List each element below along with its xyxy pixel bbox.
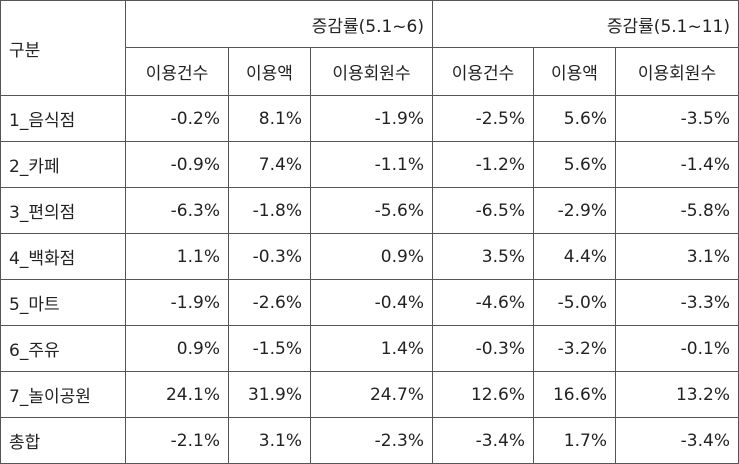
cell: 12.6%	[432, 371, 534, 418]
cell: -2.5%	[432, 95, 534, 142]
cell: -5.0%	[533, 279, 616, 326]
cell: -3.4%	[432, 417, 534, 464]
cell: 31.9%	[228, 371, 311, 418]
cell: -6.3%	[125, 187, 229, 234]
data-row: 2_카페 -0.9% 7.4% -1.1% -1.2% 5.6% -1.4%	[0, 141, 739, 188]
cell: -2.9%	[533, 187, 616, 234]
data-row: 4_백화점 1.1% -0.3% 0.9% 3.5% 4.4% 3.1%	[0, 233, 739, 280]
cell: 24.7%	[310, 371, 433, 418]
cell: -0.2%	[125, 95, 229, 142]
cell: -1.4%	[615, 141, 739, 188]
cell: 13.2%	[615, 371, 739, 418]
cell: -5.8%	[615, 187, 739, 234]
column-header: 이용건수	[125, 47, 229, 96]
column-header: 이용액	[533, 47, 616, 96]
column-header: 이용회원수	[615, 47, 739, 96]
column-header: 이용액	[228, 47, 311, 96]
cell: -5.6%	[310, 187, 433, 234]
group-header: 증감률(5.1~11)	[432, 0, 739, 48]
cell: -0.9%	[125, 141, 229, 188]
cell: 8.1%	[228, 95, 311, 142]
cell: -1.9%	[310, 95, 433, 142]
cell: 5.6%	[533, 141, 616, 188]
cell: -4.6%	[432, 279, 534, 326]
data-row: 1_음식점 -0.2% 8.1% -1.9% -2.5% 5.6% -3.5%	[0, 95, 739, 142]
cell: 1.1%	[125, 233, 229, 280]
data-row: 3_편의점 -6.3% -1.8% -5.6% -6.5% -2.9% -5.8%	[0, 187, 739, 234]
cell: 24.1%	[125, 371, 229, 418]
row-label: 5_마트	[0, 279, 126, 326]
cell: -0.3%	[432, 325, 534, 372]
data-row: 7_놀이공원 24.1% 31.9% 24.7% 12.6% 16.6% 13.2%	[0, 371, 739, 418]
cell: -6.5%	[432, 187, 534, 234]
cell: -2.3%	[310, 417, 433, 464]
cell: -1.9%	[125, 279, 229, 326]
row-label: 총합	[0, 417, 126, 464]
cell: -0.4%	[310, 279, 433, 326]
row-label: 1_음식점	[0, 95, 126, 142]
cell: -1.1%	[310, 141, 433, 188]
cell: 3.1%	[228, 417, 311, 464]
column-header: 이용회원수	[310, 47, 433, 96]
cell: -3.2%	[533, 325, 616, 372]
row-label: 4_백화점	[0, 233, 126, 280]
cell: 0.9%	[310, 233, 433, 280]
cell: -0.1%	[615, 325, 739, 372]
cell: 3.5%	[432, 233, 534, 280]
column-header: 이용건수	[432, 47, 534, 96]
row-label: 6_주유	[0, 325, 126, 372]
cell: 0.9%	[125, 325, 229, 372]
cell: -3.5%	[615, 95, 739, 142]
data-row: 6_주유 0.9% -1.5% 1.4% -0.3% -3.2% -0.1%	[0, 325, 739, 372]
cell: 3.1%	[615, 233, 739, 280]
row-label: 7_놀이공원	[0, 371, 126, 418]
cell: -0.3%	[228, 233, 311, 280]
cell: -2.1%	[125, 417, 229, 464]
cell: 16.6%	[533, 371, 616, 418]
cell: 4.4%	[533, 233, 616, 280]
row-label: 3_편의점	[0, 187, 126, 234]
corner-header: 구분	[0, 0, 126, 96]
cell: -3.3%	[615, 279, 739, 326]
cell: 1.4%	[310, 325, 433, 372]
row-label: 2_카페	[0, 141, 126, 188]
cell: -3.4%	[615, 417, 739, 464]
data-row: 총합 -2.1% 3.1% -2.3% -3.4% 1.7% -3.4%	[0, 417, 739, 464]
group-header: 증감률(5.1~6)	[125, 0, 433, 48]
cell: -1.5%	[228, 325, 311, 372]
cell: 7.4%	[228, 141, 311, 188]
cell: 1.7%	[533, 417, 616, 464]
header-row: 구분 증감률(5.1~6) 증감률(5.1~11)	[0, 0, 739, 96]
cell: 5.6%	[533, 95, 616, 142]
cell: -2.6%	[228, 279, 311, 326]
cell: -1.2%	[432, 141, 534, 188]
cell: -1.8%	[228, 187, 311, 234]
subheader-row: 이용건수 이용액 이용회원수 이용건수 이용액 이용회원수	[1, 47, 739, 96]
data-row: 5_마트 -1.9% -2.6% -0.4% -4.6% -5.0% -3.3%	[0, 279, 739, 326]
